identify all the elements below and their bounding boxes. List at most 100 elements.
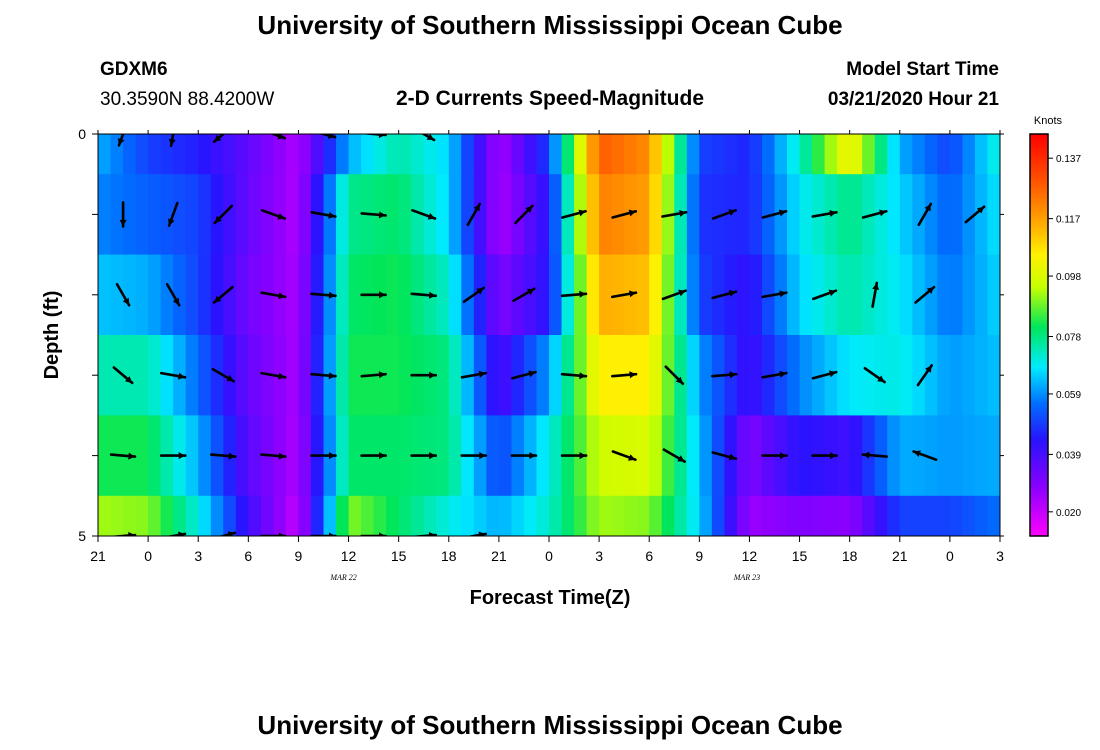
heatmap-cell <box>361 134 375 175</box>
x-tick-label: 0 <box>946 548 954 564</box>
heatmap-cell <box>285 174 300 256</box>
heatmap-cell <box>523 134 538 175</box>
heatmap-cell <box>498 254 513 336</box>
heatmap-cell <box>260 335 274 416</box>
heatmap-cell <box>423 495 437 536</box>
heatmap-cell <box>436 415 450 497</box>
heatmap-cell <box>436 335 450 416</box>
heatmap-cell <box>398 254 412 336</box>
heatmap-cell <box>561 134 575 175</box>
heatmap-cell <box>110 254 124 336</box>
heatmap-cell <box>235 134 249 175</box>
heatmap-cell <box>160 174 174 256</box>
colorbar-tick-label: 0.117 <box>1056 215 1081 226</box>
heatmap-cell <box>724 495 738 536</box>
current-vector <box>610 371 638 379</box>
heatmap-cell <box>160 495 174 536</box>
current-vector <box>110 532 137 536</box>
heatmap-cell <box>736 495 751 536</box>
heatmap-cell <box>448 174 462 256</box>
heatmap-cell <box>987 415 1000 497</box>
current-vector <box>964 205 986 224</box>
heatmap-cell <box>373 134 387 175</box>
heatmap-cell <box>661 415 675 497</box>
heatmap-cell <box>210 335 224 416</box>
current-vector <box>511 370 537 380</box>
heatmap <box>98 134 1000 536</box>
heatmap-cell <box>799 335 813 416</box>
station-coords: 30.3590N 88.4200W <box>100 89 274 110</box>
current-vector <box>159 452 187 460</box>
heatmap-cell <box>386 335 400 416</box>
main-title: University of Southern Mississippi Ocean… <box>257 10 842 40</box>
heatmap-cell <box>336 174 350 256</box>
x-tick-label: 15 <box>391 548 407 564</box>
heatmap-cell <box>599 415 613 497</box>
x-tick-label: 3 <box>996 548 1004 564</box>
heatmap-cell <box>937 174 951 256</box>
heatmap-cell <box>310 495 325 536</box>
colorbar-tick-label: 0.039 <box>1056 450 1081 461</box>
heatmap-cell <box>486 495 500 536</box>
current-vector <box>360 452 387 460</box>
x-tick-label: 3 <box>595 548 603 564</box>
heatmap-cell <box>987 495 1000 536</box>
heatmap-cell <box>398 335 412 416</box>
heatmap-cell <box>699 134 713 175</box>
heatmap-cell <box>536 415 550 497</box>
heatmap-cell <box>185 174 199 256</box>
heatmap-cell <box>285 254 300 336</box>
heatmap-cell <box>123 254 137 336</box>
current-vector <box>460 452 488 460</box>
heatmap-cell <box>110 174 124 256</box>
x-tick-label: 12 <box>742 548 758 564</box>
heatmap-cell <box>987 174 1000 256</box>
heatmap-cell <box>674 134 688 175</box>
heatmap-cell <box>523 174 538 256</box>
heatmap-cell <box>135 335 149 416</box>
heatmap-cell <box>511 174 525 256</box>
heatmap-cell <box>924 415 938 497</box>
heatmap-cell <box>123 495 137 536</box>
heatmap-cell <box>862 335 876 416</box>
current-vector <box>160 371 187 380</box>
heatmap-cell <box>398 134 412 175</box>
heatmap-cell <box>498 335 513 416</box>
heatmap-cell <box>949 174 964 256</box>
heatmap-cell <box>849 134 863 175</box>
heatmap-cell <box>373 495 387 536</box>
heatmap-cell <box>649 174 663 256</box>
heatmap-cell <box>185 134 199 175</box>
heatmap-cell <box>649 254 663 336</box>
current-vector <box>310 532 337 536</box>
heatmap-cell <box>135 254 149 336</box>
heatmap-cell <box>198 174 212 256</box>
heatmap-cell <box>336 335 350 416</box>
heatmap-cell <box>348 174 362 256</box>
current-vector <box>917 202 933 227</box>
heatmap-cell <box>361 495 375 536</box>
heatmap-cell <box>574 495 588 536</box>
heatmap-cell <box>235 254 249 336</box>
current-vector <box>212 134 226 143</box>
current-vector <box>260 371 287 380</box>
heatmap-cell <box>461 254 475 336</box>
heatmap-cell <box>285 134 300 175</box>
heatmap-cell <box>386 174 400 256</box>
heatmap-cell <box>774 495 788 536</box>
heatmap-cell <box>899 415 913 497</box>
chart-title: 2-D Currents Speed-Magnitude <box>396 87 704 110</box>
colorbar <box>1029 133 1049 537</box>
heatmap-cell <box>198 415 212 497</box>
heatmap-cell <box>436 134 450 175</box>
heatmap-cell <box>210 134 224 175</box>
heatmap-cell <box>774 134 788 175</box>
heatmap-cell <box>699 174 713 256</box>
heatmap-cell <box>787 335 801 416</box>
current-vector <box>211 367 235 383</box>
heatmap-cell <box>549 254 563 336</box>
heatmap-cell <box>949 415 964 497</box>
current-vector <box>466 531 488 536</box>
heatmap-cell <box>974 254 989 336</box>
heatmap-cell <box>486 254 500 336</box>
